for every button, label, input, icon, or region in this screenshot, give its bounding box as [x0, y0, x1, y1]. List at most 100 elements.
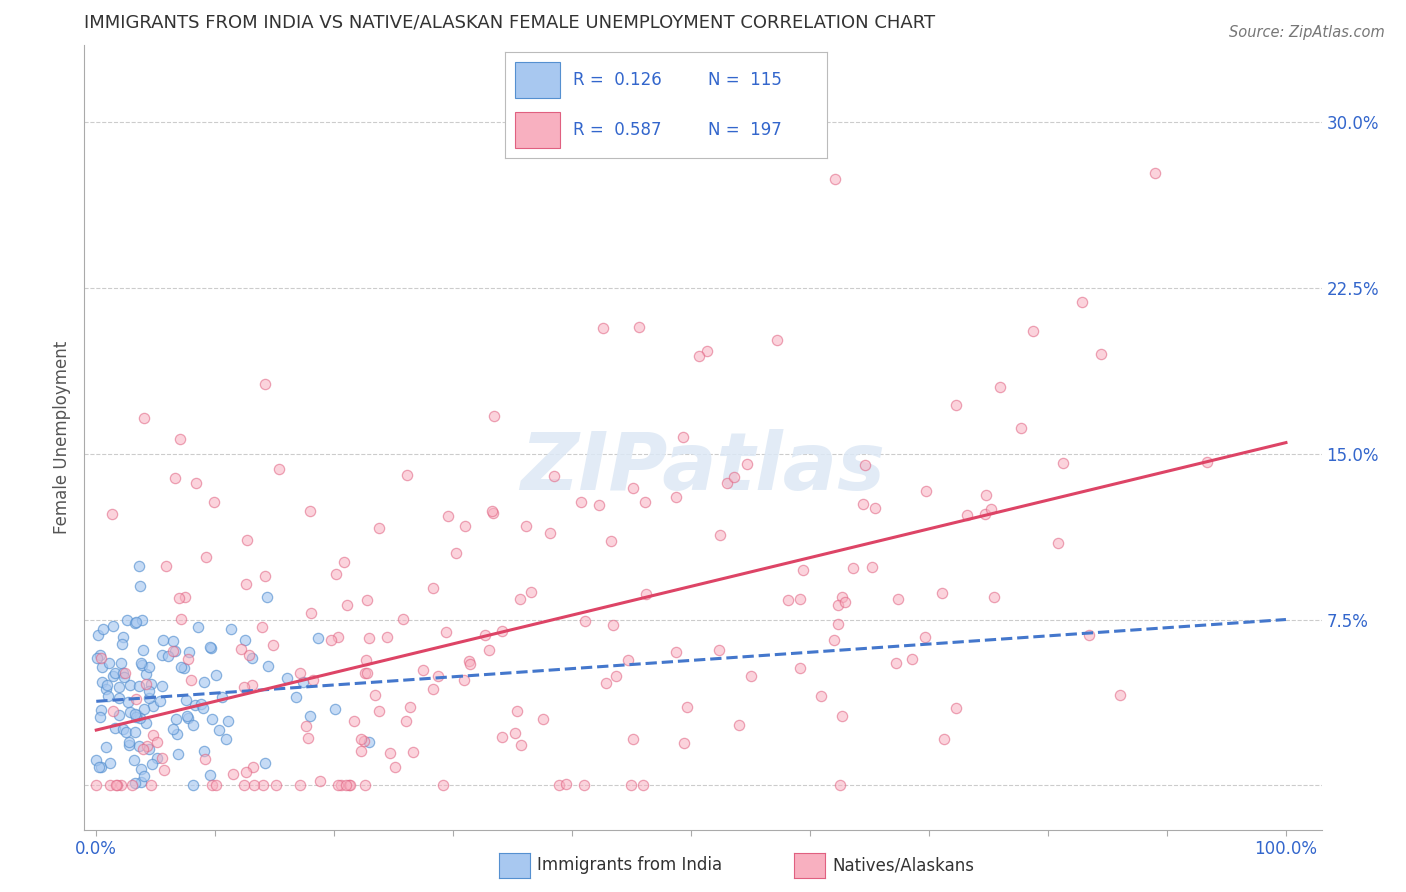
- Point: [146, 735, 169, 749]
- Point: [515, 518, 537, 533]
- Point: [238, 648, 260, 662]
- Point: [1052, 456, 1074, 470]
- Point: [115, 724, 138, 739]
- Point: [353, 778, 375, 792]
- Point: [932, 732, 955, 747]
- Point: [138, 659, 160, 673]
- Point: [828, 778, 851, 792]
- Point: [453, 673, 475, 688]
- Point: [98, 778, 121, 792]
- Point: [1197, 455, 1219, 469]
- Point: [155, 559, 177, 574]
- Point: [166, 726, 188, 740]
- Point: [129, 710, 152, 724]
- Point: [173, 590, 195, 604]
- Point: [824, 171, 846, 186]
- Point: [988, 380, 1011, 394]
- Point: [1144, 166, 1167, 180]
- Point: [412, 663, 434, 677]
- Point: [634, 587, 657, 601]
- Point: [104, 721, 127, 735]
- Point: [931, 586, 953, 600]
- Point: [138, 690, 160, 705]
- Point: [250, 620, 273, 634]
- Point: [177, 710, 200, 724]
- Point: [446, 546, 468, 560]
- Point: [634, 495, 657, 509]
- Point: [142, 699, 165, 714]
- Point: [254, 377, 277, 392]
- Point: [789, 661, 811, 675]
- Point: [152, 763, 174, 777]
- Point: [118, 734, 141, 748]
- Point: [131, 613, 153, 627]
- Point: [901, 652, 924, 666]
- Point: [254, 756, 277, 771]
- Point: [184, 475, 207, 490]
- Point: [974, 488, 997, 502]
- Point: [96, 739, 118, 754]
- Point: [120, 705, 142, 719]
- Point: [107, 691, 129, 706]
- Point: [118, 738, 141, 752]
- Point: [707, 643, 730, 657]
- Point: [176, 693, 198, 707]
- Point: [135, 677, 157, 691]
- Point: [395, 467, 418, 482]
- Point: [232, 680, 254, 694]
- Point: [132, 742, 155, 756]
- Point: [356, 592, 378, 607]
- Point: [572, 778, 595, 792]
- Point: [555, 777, 578, 791]
- Point: [162, 644, 184, 658]
- Point: [101, 618, 124, 632]
- Point: [170, 612, 193, 626]
- Point: [422, 681, 444, 696]
- Point: [778, 593, 800, 607]
- Point: [89, 760, 111, 774]
- Point: [108, 680, 131, 694]
- Point: [125, 710, 148, 724]
- Point: [592, 320, 614, 334]
- Point: [631, 778, 654, 792]
- Point: [356, 665, 378, 680]
- Point: [853, 458, 876, 472]
- Point: [252, 778, 274, 792]
- Point: [458, 657, 481, 671]
- Point: [131, 658, 153, 673]
- Point: [124, 616, 146, 631]
- Point: [569, 495, 592, 509]
- Point: [181, 718, 204, 732]
- Point: [242, 760, 264, 774]
- Point: [914, 630, 936, 644]
- Point: [789, 591, 811, 606]
- Point: [983, 590, 1005, 604]
- Point: [187, 620, 209, 634]
- Point: [150, 648, 173, 662]
- Point: [176, 709, 198, 723]
- Point: [221, 767, 243, 781]
- Point: [831, 709, 853, 723]
- Point: [333, 555, 356, 569]
- Point: [356, 653, 378, 667]
- Point: [256, 659, 278, 673]
- Point: [328, 778, 350, 792]
- Point: [236, 533, 259, 547]
- Point: [325, 701, 347, 715]
- Point: [723, 469, 745, 483]
- Point: [343, 714, 366, 729]
- Point: [240, 651, 263, 665]
- Point: [111, 637, 134, 651]
- Point: [90, 650, 112, 665]
- Point: [146, 751, 169, 765]
- Point: [170, 660, 193, 674]
- Point: [1090, 347, 1112, 361]
- Point: [240, 678, 263, 692]
- Point: [112, 723, 135, 737]
- Point: [672, 430, 695, 444]
- Point: [128, 739, 150, 753]
- Point: [792, 563, 814, 577]
- Point: [157, 649, 180, 664]
- Point: [233, 778, 256, 792]
- Point: [117, 695, 139, 709]
